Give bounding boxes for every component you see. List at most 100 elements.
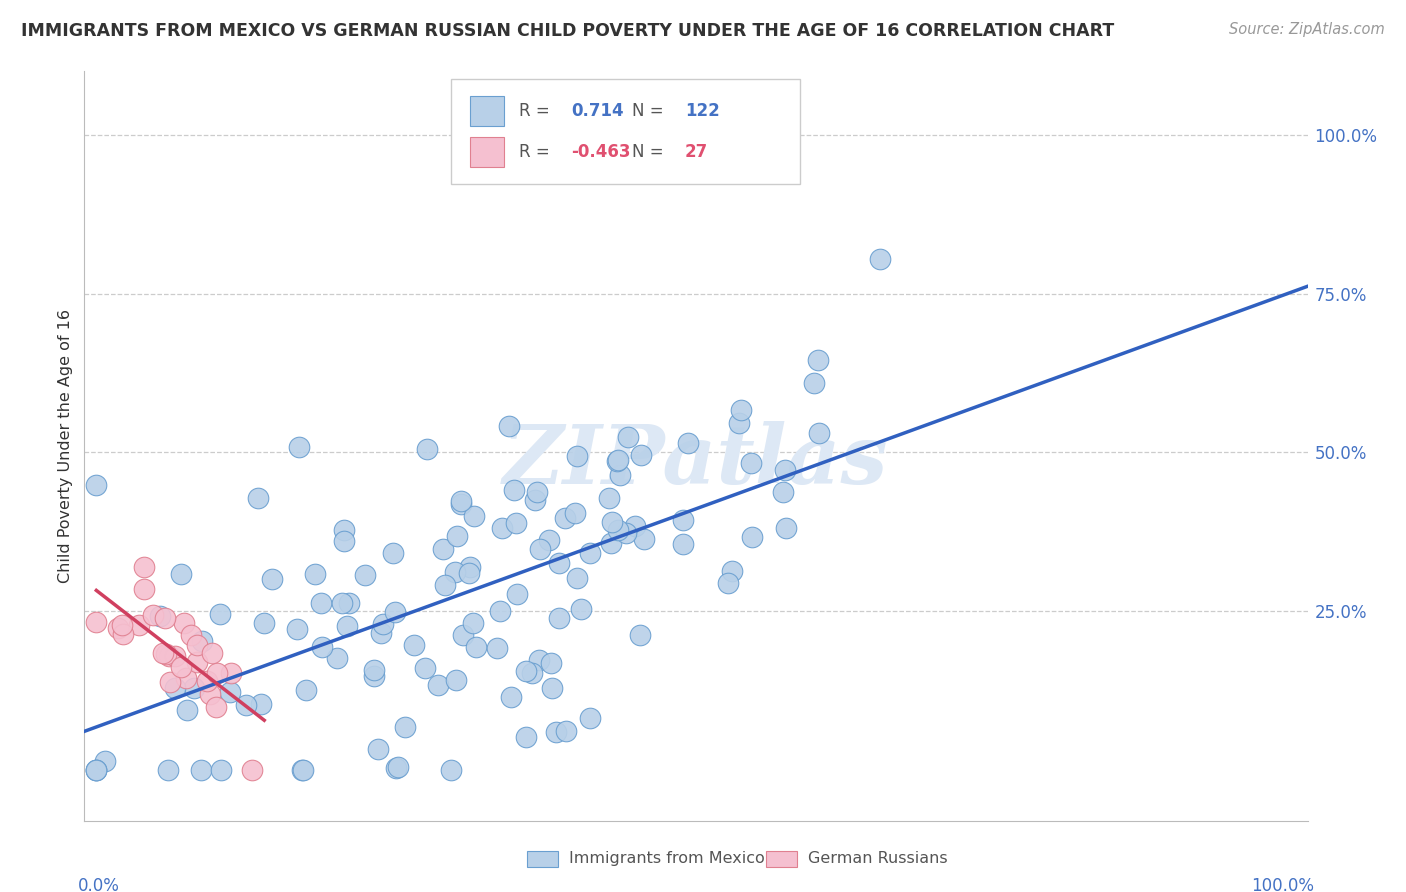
Point [548, 556, 571, 570]
Point [142, 608, 165, 623]
Text: 0.714: 0.714 [571, 102, 624, 120]
Text: 0.0%: 0.0% [79, 877, 120, 892]
Point [524, 493, 547, 508]
Text: IMMIGRANTS FROM MEXICO VS GERMAN RUSSIAN CHILD POVERTY UNDER THE AGE OF 16 CORRE: IMMIGRANTS FROM MEXICO VS GERMAN RUSSIAN… [21, 22, 1115, 40]
Point [165, 649, 187, 664]
Point [520, 666, 543, 681]
Point [336, 619, 359, 633]
Point [240, 763, 263, 777]
Point [413, 661, 436, 675]
Text: 122: 122 [685, 102, 720, 120]
Point [337, 597, 360, 611]
Point [209, 763, 232, 777]
Point [554, 511, 576, 525]
Point [537, 533, 560, 548]
Point [486, 640, 509, 655]
Point [292, 763, 315, 777]
Point [720, 564, 742, 578]
Point [606, 454, 628, 468]
Point [633, 532, 655, 546]
Point [370, 626, 392, 640]
Point [672, 537, 695, 551]
Text: 27: 27 [685, 143, 709, 161]
Point [564, 506, 586, 520]
Point [134, 559, 156, 574]
Point [157, 763, 180, 777]
Point [394, 720, 416, 734]
Point [727, 416, 749, 430]
Point [630, 448, 652, 462]
Point [218, 685, 240, 699]
Text: N =: N = [633, 143, 664, 161]
Point [107, 621, 129, 635]
Point [606, 523, 628, 537]
Point [309, 596, 332, 610]
Point [170, 659, 193, 673]
Point [402, 638, 425, 652]
Point [527, 653, 550, 667]
Point [446, 529, 468, 543]
Point [384, 606, 406, 620]
Point [614, 526, 637, 541]
Text: R =: R = [519, 143, 550, 161]
Point [332, 534, 354, 549]
Point [609, 467, 631, 482]
Point [432, 542, 454, 557]
Point [190, 763, 212, 777]
Point [803, 376, 825, 391]
Point [464, 640, 486, 654]
Point [498, 418, 520, 433]
Point [444, 565, 467, 579]
Point [186, 638, 208, 652]
Point [262, 572, 284, 586]
Point [382, 546, 405, 560]
Point [529, 541, 551, 556]
Point [186, 655, 208, 669]
Point [152, 646, 174, 660]
Text: R =: R = [519, 102, 550, 120]
Point [247, 491, 270, 505]
Point [515, 730, 537, 744]
Point [330, 596, 353, 610]
Point [174, 671, 197, 685]
Point [717, 576, 740, 591]
Point [209, 607, 232, 621]
Point [526, 485, 548, 500]
Point [253, 616, 276, 631]
Point [540, 681, 562, 695]
Point [159, 675, 181, 690]
Text: Source: ZipAtlas.com: Source: ZipAtlas.com [1229, 22, 1385, 37]
Text: German Russians: German Russians [808, 852, 948, 866]
Point [132, 582, 155, 597]
Point [153, 611, 176, 625]
Point [569, 601, 592, 615]
Point [363, 664, 385, 678]
FancyBboxPatch shape [451, 78, 800, 184]
Point [170, 566, 193, 581]
Point [311, 640, 333, 654]
Point [628, 628, 651, 642]
Point [489, 604, 512, 618]
Point [288, 440, 311, 454]
Point [567, 571, 589, 585]
Point [869, 252, 891, 266]
Point [463, 508, 485, 523]
Point [458, 560, 481, 574]
Point [555, 723, 578, 738]
Point [440, 763, 463, 777]
Point [458, 566, 481, 580]
Point [506, 587, 529, 601]
Point [86, 477, 108, 491]
Point [741, 530, 763, 544]
Point [353, 568, 375, 582]
Point [295, 683, 318, 698]
Point [373, 616, 395, 631]
Point [503, 483, 526, 498]
Point [416, 442, 439, 456]
Point [149, 609, 172, 624]
Point [111, 618, 134, 632]
Point [86, 763, 108, 777]
Point [86, 763, 108, 777]
Point [672, 513, 695, 527]
Point [433, 578, 456, 592]
